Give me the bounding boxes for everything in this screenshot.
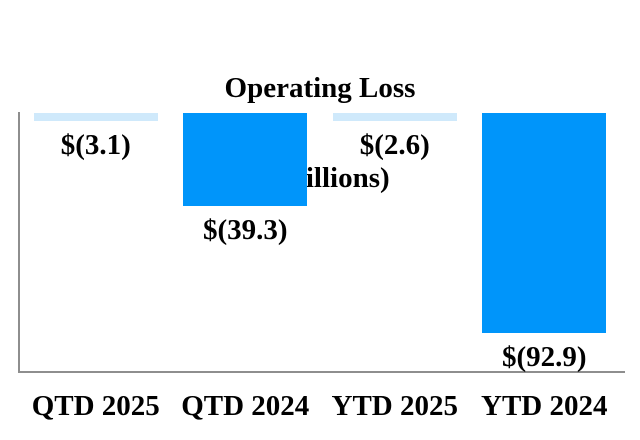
bar-ytd-2024 [482,113,607,333]
bar-column-ytd-2024: $(92.9) [470,113,620,373]
bar-column-qtd-2025: $(3.1) [21,113,171,371]
category-label-qtd-2025: QTD 2025 [31,390,160,422]
y-axis-line [18,112,20,373]
value-label-qtd-2024: $(39.3) [202,214,288,246]
value-label-qtd-2025: $(3.1) [60,129,131,161]
bar-qtd-2025 [33,113,158,121]
category-label-ytd-2024: YTD 2024 [481,390,608,422]
category-axis-labels: QTD 2025 QTD 2024 YTD 2025 YTD 2024 [21,391,619,421]
bar-column-qtd-2024: $(39.3) [171,113,321,371]
bar-ytd-2025 [332,113,457,121]
category-label-qtd-2024: QTD 2024 [181,390,310,422]
bar-qtd-2024 [183,113,308,206]
value-label-ytd-2025: $(2.6) [359,129,430,161]
x-axis-line [18,371,625,373]
bar-column-ytd-2025: $(2.6) [320,113,470,371]
value-label-ytd-2024: $(92.9) [501,341,587,373]
chart-title-line1: Operating Loss [224,72,416,104]
category-label-ytd-2025: YTD 2025 [331,390,458,422]
plot-area: $(3.1) $(39.3) $(2.6) $(92.9) [21,113,620,373]
